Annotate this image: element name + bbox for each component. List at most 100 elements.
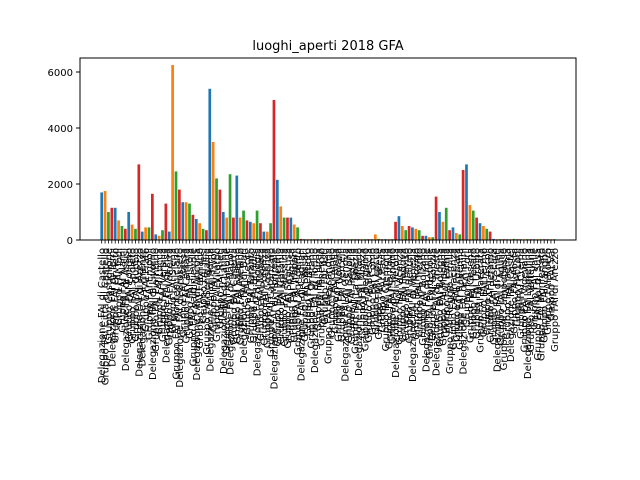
bar-68: [330, 238, 333, 240]
y-tick-label-3: 6000: [48, 68, 73, 79]
x-tick-label-3: Delegazione FAI di Terni: [107, 248, 118, 367]
x-tick-label-124: Gruppo FAI Crema: [516, 248, 527, 339]
bar-11: [137, 164, 141, 240]
x-tick-label-51: Delegazione FAI di Monreale: [269, 248, 280, 389]
x-tick-label-23: Delegazione FAI di Grosseto: [175, 248, 186, 388]
bar-67: [326, 238, 330, 240]
plot-frame: [79, 57, 577, 241]
x-tick-label-9: Gruppo FAI Spoleto: [128, 248, 139, 344]
x-tick-label-5: Gruppo FAI Todi: [114, 248, 125, 326]
x-tick-label-109: Gruppo FAI Cesena: [465, 248, 476, 343]
bar-54: [282, 217, 286, 240]
x-tick-label-134: Gruppo FAI di Arezzo: [550, 248, 561, 352]
y-axis: 0 2000 4000 6000: [48, 68, 80, 247]
x-tick-label-4: Gruppo FAI Orvieto: [111, 248, 122, 343]
x-tick-label-17: Gruppo FAI Lucca: [155, 248, 166, 335]
bar-52: [275, 179, 279, 240]
bar-98: [431, 237, 435, 240]
x-tick-label-121: Delegazione FAI Castel: [506, 248, 517, 362]
x-tick-label-102: Gruppo FAI Parma: [442, 248, 453, 338]
bar-42: [242, 210, 245, 240]
x-tick-label-58: Gruppo FAI Agrigento: [293, 248, 304, 355]
bar-51: [272, 100, 276, 240]
x-tick-label-82: Gruppo FAI Varese: [374, 248, 385, 340]
x-tick-label-94: Gruppo FAI Trento: [415, 248, 426, 337]
bar-116: [492, 238, 495, 240]
x-tick-label-133: Gruppo FAI Val: [546, 248, 557, 321]
x-tick-label-129: Gruppo FAI Val di Susa: [533, 248, 544, 360]
bar-102: [444, 207, 448, 240]
x-tick-label-117: Delegazione FAI di Chieti: [492, 248, 503, 372]
bar-35: [218, 189, 222, 240]
y-tick-label-0: 0: [67, 236, 73, 247]
x-tick-label-111: Gruppo FAI Urbino: [472, 248, 483, 339]
x-tick-label-0: Delegazione FAI di Castello: [97, 248, 108, 383]
bar-115: [488, 231, 492, 240]
x-tick-label-26: Gruppo FAI Pistoia: [185, 248, 196, 339]
x-tick-label-78: Gruppo FAI Bergamo: [361, 248, 372, 351]
x-tick-label-47: Gruppo FAI Matera: [256, 248, 267, 341]
bar-99: [434, 196, 438, 240]
x-tick-label-103: Gruppo FAI Reggio Emilia: [445, 248, 456, 374]
bar-87: [394, 221, 397, 240]
bar-95: [421, 235, 424, 240]
bar-55: [286, 217, 289, 240]
x-tick-label-70: Gruppo FAI Novara: [334, 248, 345, 342]
x-tick-label-106: Gruppo FAI Ravenna: [455, 248, 466, 350]
x-tick-label-81: Gruppo FAI Lecco: [371, 248, 382, 335]
x-tick-label-97: Gruppo FAI Pordenone: [425, 248, 436, 359]
x-tick-label-80: Gruppo FAI Como: [367, 248, 378, 335]
bar-9: [130, 224, 134, 240]
bar-50: [269, 223, 272, 240]
bar-91: [407, 226, 411, 240]
bar-8: [127, 212, 131, 240]
x-tick-label-45: Gruppo FAI Brindisi: [249, 248, 260, 343]
bar-43: [245, 220, 249, 240]
bar-21: [171, 65, 174, 240]
bar-81: [373, 234, 377, 240]
x-tick-label-62: Gruppo FAI Oristano: [307, 248, 318, 348]
x-tick-label-99: Delegazione FAI di Trieste: [432, 248, 443, 376]
x-tick-label-11: Delegazione FAI di Arezzo: [134, 248, 145, 377]
x-tick-label-64: Gruppo FAI Ivrea: [313, 248, 324, 331]
x-tick-label-7: Delegazione FAI di Assisi: [121, 248, 132, 371]
x-tick-label-21: Gruppo FAI Siena: [168, 248, 179, 334]
bar-88: [397, 216, 401, 240]
bar-97: [427, 237, 431, 240]
bar-27: [191, 214, 195, 240]
x-tick-label-93: Gruppo FAI Rovigo: [411, 248, 422, 340]
x-tick-label-107: Delegazione FAI di Rimini: [459, 248, 470, 375]
bar-114: [485, 228, 489, 240]
x-tick-label-112: Gruppo FAI Macerata: [476, 248, 487, 353]
x-tick-label-86: Gruppo FAI Sondrio: [388, 248, 399, 344]
bars-group: [100, 65, 556, 240]
x-tick-label-66: Gruppo FAI Asti: [320, 248, 331, 325]
x-tick-label-79: Gruppo FAI Brescia: [364, 248, 375, 343]
x-tick-label-1: Gruppo FAI Città di Castello: [100, 248, 112, 385]
x-tick-label-18: Gruppo FAI Versilia: [158, 248, 169, 342]
x-tick-label-40: Gruppo FAI Salerno: [232, 248, 243, 344]
x-tick-label-71: Gruppo FAI Vercelli: [337, 248, 348, 342]
y-tick-label-1: 2000: [48, 180, 73, 191]
x-tick-label-116: Gruppo FAI Pescara: [489, 248, 500, 345]
bar-82: [377, 238, 381, 240]
x-tick-label-115: Gruppo FAI Teramo: [486, 248, 497, 343]
bar-23: [178, 189, 181, 240]
x-tick-label-87: Delegazione FAI di Verona: [391, 248, 402, 378]
x-tick-label-122: Gruppo FAI Aosta: [509, 248, 520, 334]
x-tick-label-85: Gruppo FAI Mantova: [384, 248, 395, 349]
chart-title: luoghi_aperti 2018 GFA: [252, 39, 403, 54]
x-tick-label-2: Gruppo Castiglione: [104, 248, 115, 344]
x-tick-label-72: Delegazione FAI di Genova: [340, 248, 351, 382]
bar-22: [174, 171, 178, 240]
x-tick-label-131: Gruppo FAI Langhe: [540, 248, 551, 343]
x-tick-label-56: Gruppo FAI Ragusa: [286, 248, 297, 343]
x-tick-label-98: Gruppo FAI Gorizia: [428, 248, 439, 341]
bar-0: [100, 192, 104, 240]
x-tick-label-33: Gruppo FAI Tivoli: [209, 248, 220, 332]
x-tick-label-20: Gruppo FAI Volterra: [165, 248, 176, 345]
bar-6: [120, 226, 124, 240]
x-tick-label-15: Delegazione FAI di Livorno: [148, 248, 159, 380]
x-tick-label-77: Gruppo FAI Monza: [357, 248, 368, 338]
x-tick-label-31: Gruppo FAI Senigallia: [202, 248, 213, 355]
